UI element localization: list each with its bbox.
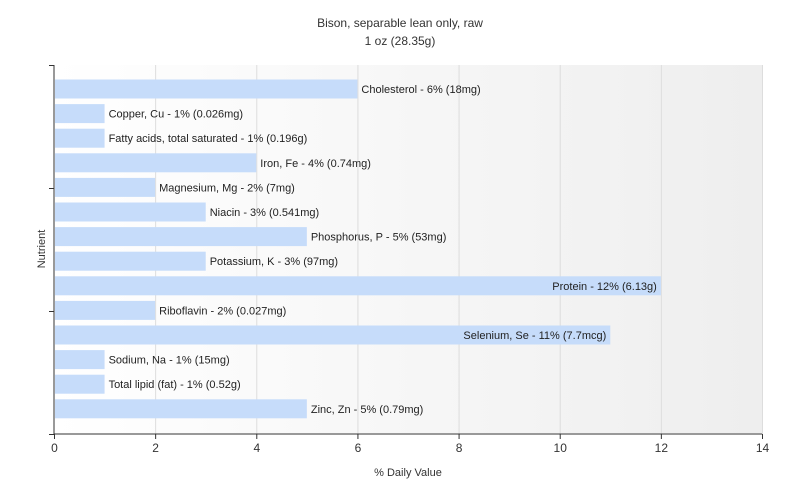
bar-label: Selenium, Se - 11% (7.7mcg) bbox=[463, 330, 606, 342]
x-tick-label: 14 bbox=[756, 441, 770, 455]
chart-title: Bison, separable lean only, raw bbox=[317, 16, 483, 30]
x-tick-label: 4 bbox=[253, 441, 260, 455]
bar-label: Cholesterol - 6% (18mg) bbox=[361, 84, 480, 96]
bar bbox=[55, 202, 206, 222]
x-tick-label: 0 bbox=[51, 441, 58, 455]
bars bbox=[55, 79, 661, 419]
bar bbox=[55, 128, 105, 148]
bar-label: Fatty acids, total saturated - 1% (0.196… bbox=[109, 133, 308, 145]
bar-label: Potassium, K - 3% (97mg) bbox=[210, 256, 338, 268]
x-axis-label: % Daily Value bbox=[374, 467, 442, 479]
bar-labels: Cholesterol - 6% (18mg) Copper, Cu - 1% (… bbox=[109, 84, 657, 416]
x-tick-label: 12 bbox=[655, 441, 669, 455]
x-tick-label: 8 bbox=[456, 441, 463, 455]
x-axis-ticks: 0 2 4 6 8 10 12 14 bbox=[51, 434, 769, 455]
plot-background bbox=[54, 65, 762, 433]
bar bbox=[55, 227, 307, 247]
y-axis-ticks bbox=[49, 65, 54, 435]
bar bbox=[55, 79, 358, 99]
bar-label: Copper, Cu - 1% (0.026mg) bbox=[109, 109, 244, 121]
x-tick-label: 10 bbox=[554, 441, 568, 455]
bar-label: Zinc, Zn - 5% (0.79mg) bbox=[311, 404, 423, 416]
grid-lines bbox=[155, 65, 763, 434]
chart-subtitle: 1 oz (28.35g) bbox=[365, 34, 436, 48]
bar bbox=[55, 104, 105, 124]
bar bbox=[55, 350, 105, 370]
bar bbox=[55, 153, 257, 173]
bar-label: Total lipid (fat) - 1% (0.52g) bbox=[109, 379, 241, 391]
x-tick-label: 6 bbox=[355, 441, 362, 455]
bar-label: Iron, Fe - 4% (0.74mg) bbox=[260, 158, 371, 170]
bar-label: Riboflavin - 2% (0.027mg) bbox=[159, 305, 286, 317]
y-axis-label: Nutrient bbox=[36, 230, 48, 269]
bar-label: Protein - 12% (6.13g) bbox=[552, 281, 657, 293]
bar bbox=[55, 325, 611, 345]
bar bbox=[55, 276, 661, 296]
bar bbox=[55, 399, 307, 419]
bar bbox=[55, 251, 206, 271]
bar-label: Niacin - 3% (0.541mg) bbox=[210, 207, 319, 219]
bar bbox=[55, 374, 105, 394]
bar bbox=[55, 177, 156, 197]
x-tick-label: 2 bbox=[152, 441, 159, 455]
bar-label: Magnesium, Mg - 2% (7mg) bbox=[159, 182, 295, 194]
bar bbox=[55, 300, 156, 320]
bar-label: Sodium, Na - 1% (15mg) bbox=[109, 355, 230, 367]
bar-label: Phosphorus, P - 5% (53mg) bbox=[311, 232, 447, 244]
